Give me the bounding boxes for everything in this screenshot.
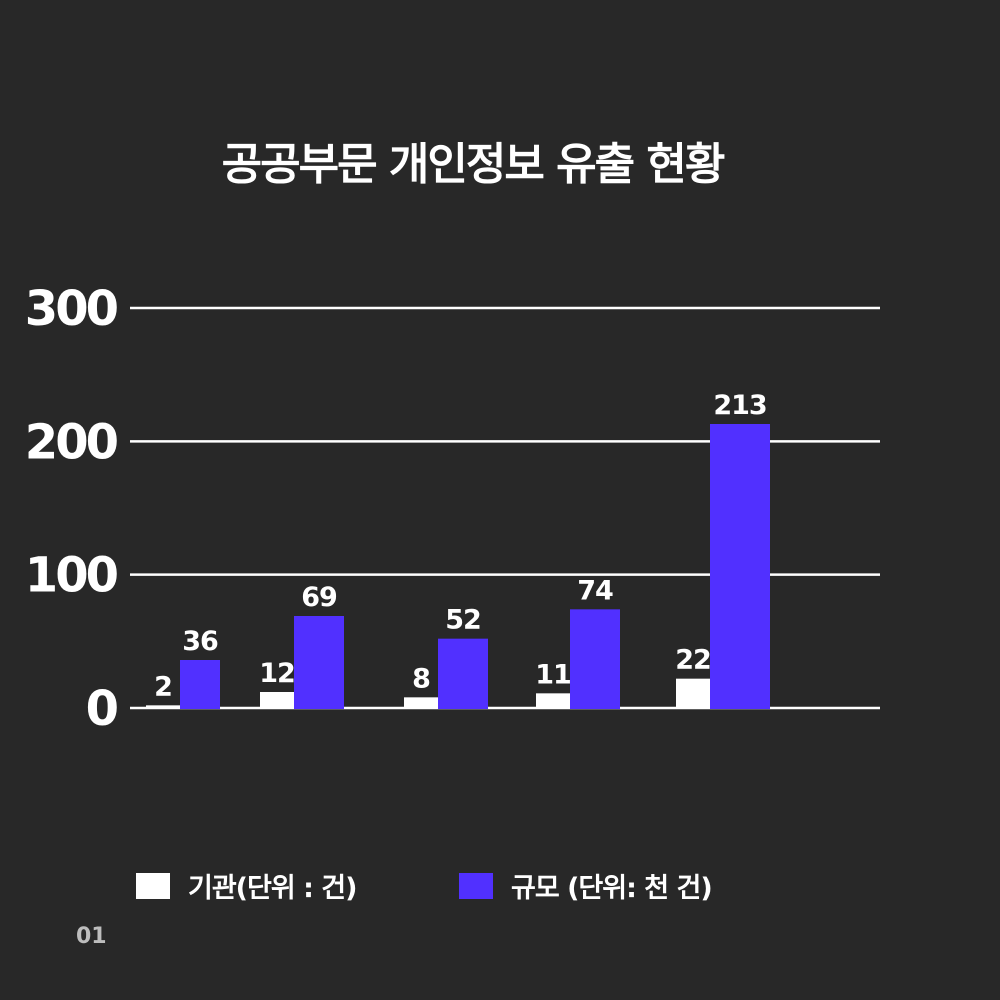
data-label-scale-5: 213 [713, 390, 766, 421]
legend-item-scale: 규모 (단위: 천 건) [459, 866, 713, 905]
bar-scale-2 [294, 616, 344, 709]
data-label-scale-1: 36 [182, 626, 218, 657]
bar-agencies-3 [404, 697, 438, 709]
data-label-scale-2: 69 [301, 582, 337, 613]
data-label-agencies-3: 8 [412, 663, 430, 694]
y-tick-label-300: 300 [25, 281, 118, 337]
data-label-agencies-2: 12 [259, 658, 295, 689]
chart-title: 공공부문 개인정보 유출 현황 [221, 139, 726, 190]
legend-swatch-scale [459, 872, 493, 899]
y-tick-label-0: 0 [86, 681, 118, 737]
data-label-agencies-1: 2 [154, 671, 172, 702]
data-label-agencies-5: 22 [675, 645, 711, 676]
legend-swatch-agencies [136, 872, 170, 899]
data-label-scale-3: 52 [445, 605, 481, 636]
legend-item-agencies: 기관(단위 : 건) [136, 866, 357, 905]
legend-label-scale: 규모 (단위: 천 건) [511, 873, 713, 904]
bar-scale-3 [438, 638, 488, 709]
legend-label-agencies: 기관(단위 : 건) [188, 873, 357, 904]
bar-agencies-4 [536, 693, 570, 709]
bar-agencies-2 [260, 692, 294, 709]
bar-agencies-5 [676, 678, 710, 709]
bar-agencies-1 [146, 705, 180, 709]
y-tick-label-200: 200 [25, 414, 118, 470]
bar-scale-1 [180, 660, 220, 709]
data-label-agencies-4: 11 [535, 659, 571, 690]
bar-scale-5 [710, 424, 770, 709]
page-number: 01 [76, 924, 107, 949]
bar-scale-4 [570, 609, 620, 709]
y-tick-label-100: 100 [25, 548, 118, 604]
data-label-scale-4: 74 [577, 575, 613, 606]
